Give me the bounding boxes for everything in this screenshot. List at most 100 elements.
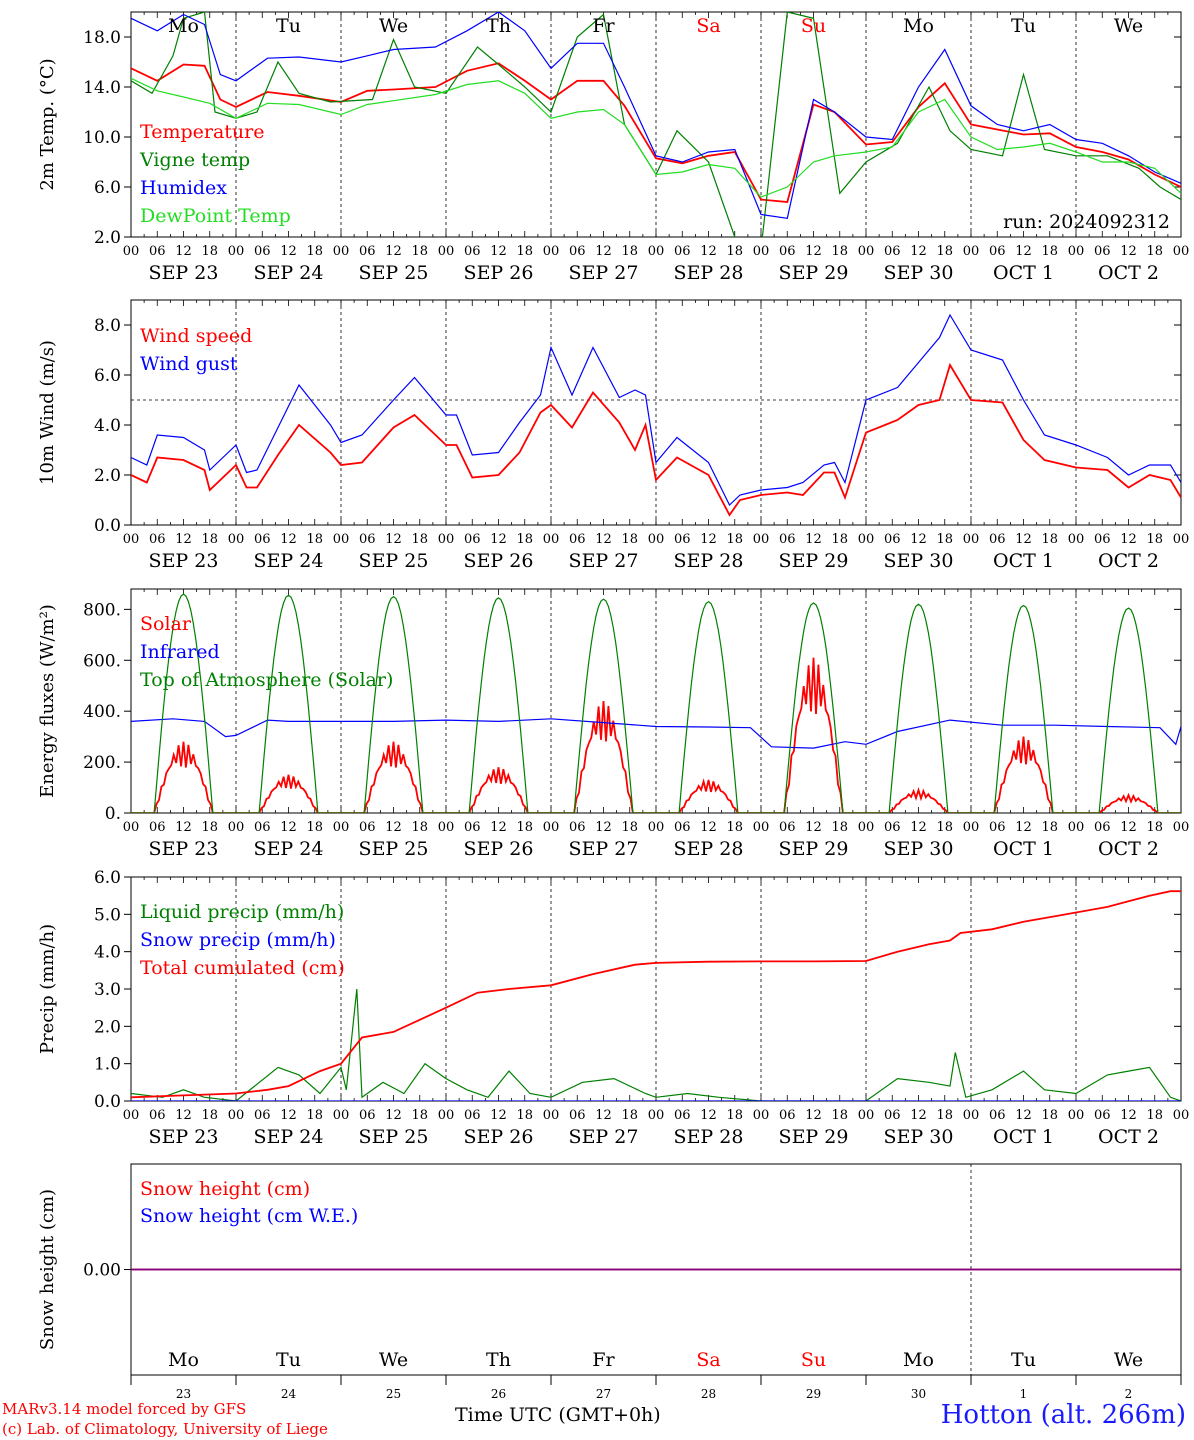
date-label: SEP 27	[569, 1126, 639, 1148]
weekday-label-top: We	[379, 15, 408, 37]
hour-tick-label: 06	[149, 244, 166, 259]
hour-tick-label: 18	[936, 820, 953, 835]
weekday-label-top: Tu	[1011, 15, 1036, 37]
date-label: SEP 30	[884, 1126, 954, 1148]
weekday-label-bottom: Sa	[696, 1349, 720, 1371]
hour-tick-label: 00	[543, 532, 560, 547]
hour-tick-label: 06	[359, 532, 376, 547]
date-label: SEP 30	[884, 550, 954, 572]
hour-tick-label: 00	[1068, 820, 1085, 835]
date-label: SEP 24	[254, 838, 324, 860]
weekday-label-bottom: Tu	[276, 1349, 301, 1371]
date-label: SEP 29	[779, 838, 849, 860]
hour-tick-label: 00	[123, 1108, 140, 1123]
hour-tick-label: 00	[1173, 1108, 1190, 1123]
date-label: OCT 2	[1098, 550, 1159, 572]
series-line	[131, 657, 1181, 813]
hour-tick-label: 06	[254, 244, 271, 259]
hour-tick-label: 12	[175, 1108, 192, 1123]
day-number-label: 23	[176, 1387, 191, 1401]
hour-tick-label: 00	[438, 820, 455, 835]
y-tick-label: 0.	[105, 804, 121, 824]
hour-tick-label: 18	[201, 532, 218, 547]
hour-tick-label: 18	[831, 532, 848, 547]
weekday-label-top: We	[1114, 15, 1143, 37]
y-tick-label: 3.0	[94, 980, 121, 1000]
legend-entry: Snow height (cm)	[140, 1178, 310, 1200]
hour-tick-label: 18	[1146, 1108, 1163, 1123]
hour-tick-label: 06	[1094, 532, 1111, 547]
hour-tick-label: 06	[674, 532, 691, 547]
hour-tick-label: 18	[1146, 820, 1163, 835]
hour-tick-label: 00	[648, 820, 665, 835]
date-label: SEP 29	[779, 550, 849, 572]
hour-tick-label: 18	[306, 532, 323, 547]
hour-tick-label: 18	[1041, 244, 1058, 259]
hour-tick-label: 06	[884, 820, 901, 835]
date-label: OCT 1	[993, 1126, 1054, 1148]
hour-tick-label: 18	[516, 244, 533, 259]
model-credit-line: MARv3.14 model forced by GFS	[2, 1400, 247, 1418]
hour-tick-label: 06	[884, 532, 901, 547]
weekday-label-bottom: We	[1114, 1349, 1143, 1371]
hour-tick-label: 18	[726, 820, 743, 835]
hour-tick-label: 12	[1015, 1108, 1032, 1123]
hour-tick-label: 00	[333, 820, 350, 835]
hour-tick-label: 00	[123, 532, 140, 547]
y-tick-label: 2.0	[94, 228, 121, 248]
date-label: OCT 2	[1098, 838, 1159, 860]
day-number-label: 25	[386, 1387, 401, 1401]
hour-tick-label: 12	[385, 244, 402, 259]
hour-tick-label: 18	[411, 1108, 428, 1123]
hour-tick-label: 12	[700, 1108, 717, 1123]
hour-tick-label: 18	[936, 532, 953, 547]
y-tick-label: 600.	[83, 651, 121, 671]
y-tick-label: 18.0	[83, 28, 121, 48]
day-number-label: 27	[596, 1387, 611, 1401]
hour-tick-label: 06	[1094, 820, 1111, 835]
hour-tick-label: 06	[989, 244, 1006, 259]
legend-entry: Liquid precip (mm/h)	[140, 901, 344, 923]
hour-tick-label: 00	[438, 1108, 455, 1123]
hour-tick-label: 12	[805, 1108, 822, 1123]
y-axis-label: Snow height (cm)	[37, 1189, 58, 1350]
hour-tick-label: 18	[831, 244, 848, 259]
series-line	[131, 313, 1181, 506]
hour-tick-label: 06	[149, 1108, 166, 1123]
hour-tick-label: 12	[280, 820, 297, 835]
hour-tick-label: 00	[1068, 532, 1085, 547]
hour-tick-label: 00	[963, 244, 980, 259]
day-number-label: 30	[911, 1387, 926, 1401]
hour-tick-label: 06	[149, 532, 166, 547]
hour-tick-label: 12	[595, 532, 612, 547]
hour-tick-label: 18	[201, 820, 218, 835]
hour-tick-label: 00	[1173, 532, 1190, 547]
hour-tick-label: 18	[726, 532, 743, 547]
plot-frame	[130, 299, 1182, 526]
hour-tick-label: 00	[858, 820, 875, 835]
hour-tick-label: 00	[1173, 820, 1190, 835]
hour-tick-label: 12	[490, 1108, 507, 1123]
hour-tick-label: 00	[228, 532, 245, 547]
date-label: OCT 1	[993, 550, 1054, 572]
legend-entry: DewPoint Temp	[140, 205, 291, 227]
hour-tick-label: 00	[543, 244, 560, 259]
hour-tick-label: 00	[438, 244, 455, 259]
hour-tick-label: 06	[569, 532, 586, 547]
date-label: SEP 26	[464, 1126, 534, 1148]
weekday-label-top: Su	[801, 15, 826, 37]
hour-tick-label: 12	[700, 820, 717, 835]
y-tick-label: 800.	[83, 600, 121, 620]
y-tick-label: 6.0	[94, 868, 121, 888]
legend-entry: Total cumulated (cm)	[140, 957, 345, 979]
hour-tick-label: 00	[228, 820, 245, 835]
plot-frame	[130, 11, 1182, 238]
date-label: SEP 25	[359, 838, 429, 860]
hour-tick-label: 00	[648, 1108, 665, 1123]
date-label: SEP 30	[884, 262, 954, 284]
series-line	[131, 77, 1181, 198]
hour-tick-label: 06	[569, 1108, 586, 1123]
legend-entry: Top of Atmosphere (Solar)	[140, 669, 393, 691]
hour-tick-label: 06	[254, 1108, 271, 1123]
hour-tick-label: 18	[201, 1108, 218, 1123]
